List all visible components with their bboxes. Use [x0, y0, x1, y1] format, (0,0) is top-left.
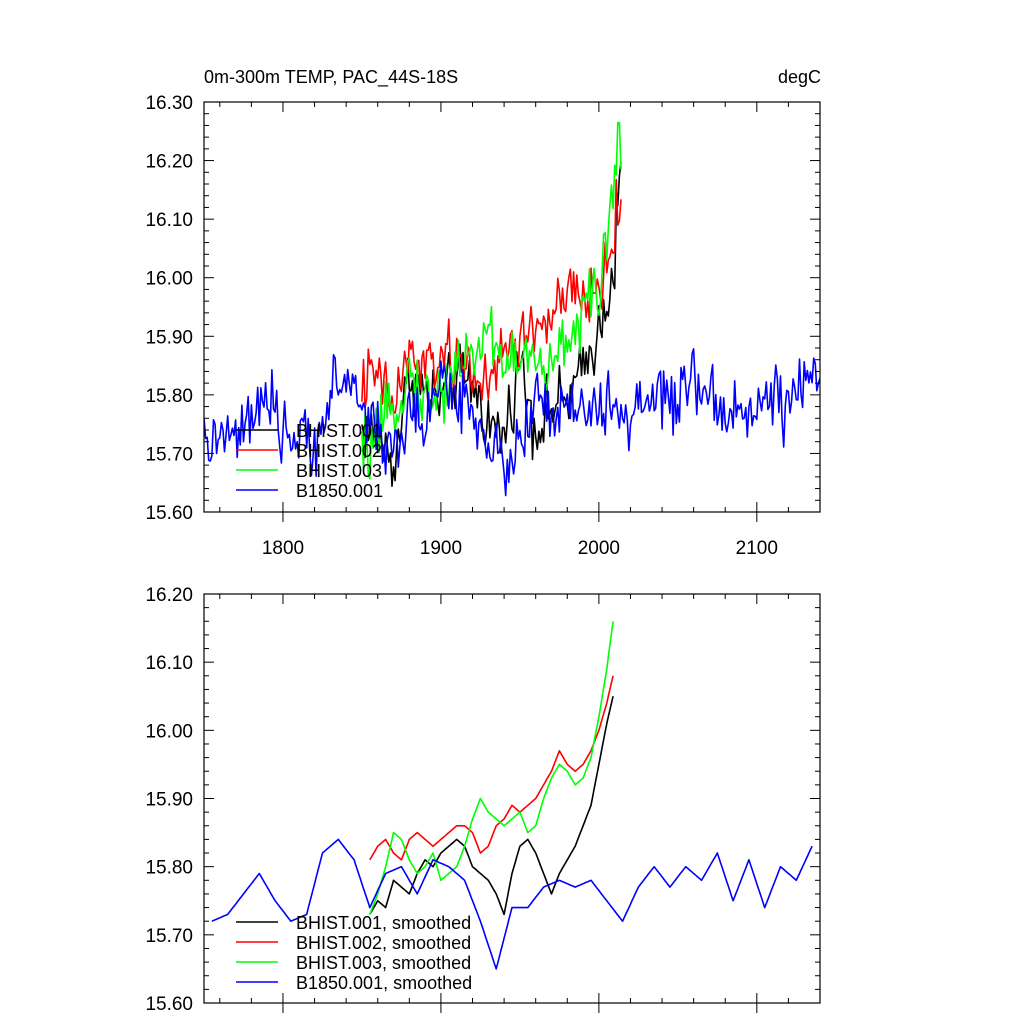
x-tick-label: 1900 — [420, 538, 462, 559]
y-tick-label: 15.80 — [145, 858, 193, 879]
series-line-b1850-001 — [204, 348, 820, 497]
legend-label: BHIST.001, smoothed — [296, 913, 471, 933]
y-tick-label: 15.70 — [145, 444, 193, 465]
series-line-bhist-001 — [361, 161, 622, 487]
plot-frame — [203, 101, 821, 513]
x-tick-label: 2100 — [736, 538, 778, 559]
bottom-plot-area: 15.60 15.70 15.80 15.90 16.00 16.10 16.20 BHIST… — [145, 585, 821, 1015]
y-tick-label: 15.60 — [145, 994, 193, 1015]
series-line-bhist-003-smoothed — [369, 621, 614, 915]
series-group — [211, 621, 813, 970]
series-group — [204, 121, 820, 497]
legend-label: BHIST.001 — [296, 421, 382, 441]
y-tick-label: 16.20 — [145, 152, 193, 173]
bottom-panel: 15.60 15.70 15.80 15.90 16.00 16.10 16.20 BHIST… — [145, 585, 821, 1015]
legend-label: B1850.001, smoothed — [296, 973, 472, 993]
y-tick-label: 15.90 — [145, 790, 193, 811]
series-line-bhist-002 — [361, 178, 622, 415]
y-tick-label: 15.60 — [145, 503, 193, 524]
x-tick-label: 2000 — [578, 538, 620, 559]
top-panel: 0m-300m TEMP, PAC_44S-18S degC 15.60 15.7… — [145, 67, 821, 559]
y-tick-label: 16.20 — [145, 585, 193, 606]
y-tick-label: 16.00 — [145, 721, 193, 742]
y-tick-label: 15.70 — [145, 926, 193, 947]
series-line-bhist-002-smoothed — [369, 675, 614, 861]
legend-label: B1850.001 — [296, 481, 383, 501]
y-tick-label: 16.10 — [145, 210, 193, 231]
legend-label: BHIST.003, smoothed — [296, 953, 471, 973]
y-tick-label: 15.80 — [145, 386, 193, 407]
top-panel-units: degC — [778, 67, 821, 87]
top-plot-area: 15.60 15.70 15.80 15.90 16.00 16.10 16.20 16.30… — [145, 93, 821, 559]
series-line-bhist-003 — [361, 121, 622, 480]
legend-label: BHIST.002 — [296, 441, 382, 461]
y-tick-label: 16.30 — [145, 93, 193, 114]
x-tick-label: 1800 — [262, 538, 304, 559]
y-tick-label: 16.00 — [145, 269, 193, 290]
top-panel-title: 0m-300m TEMP, PAC_44S-18S — [204, 67, 458, 88]
legend-label: BHIST.003 — [296, 461, 382, 481]
legend-label: BHIST.002, smoothed — [296, 933, 471, 953]
series-line-bhist-001-smoothed — [369, 696, 614, 916]
y-tick-label: 16.10 — [145, 653, 193, 674]
y-tick-label: 15.90 — [145, 327, 193, 348]
series-line-b1850-001-smoothed — [211, 838, 813, 970]
